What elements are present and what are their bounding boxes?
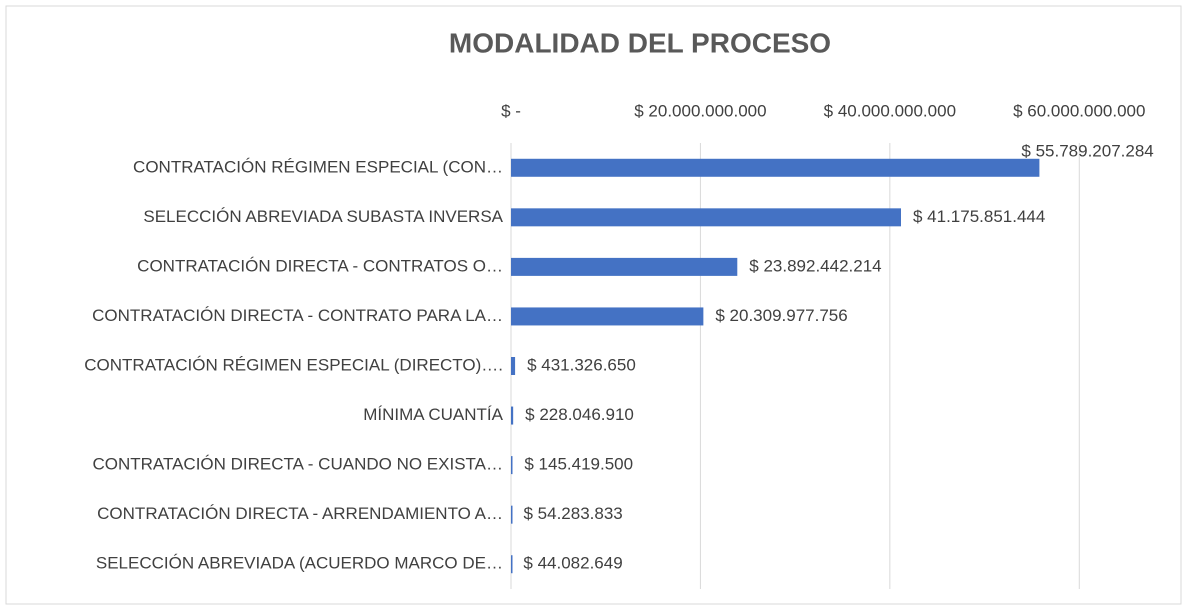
x-tick-label: $ 60.000.000.000 [1013,101,1145,120]
bar [511,406,514,425]
y-tick-label: CONTRATACIÓN DIRECTA - CONTRATO PARA LA… [92,306,503,325]
data-label: $ 54.283.833 [524,504,623,523]
x-tick-label: $ 40.000.000.000 [824,101,956,120]
data-label: $ 44.082.649 [523,554,622,573]
chart-frame [5,5,1182,605]
y-tick-label: CONTRATACIÓN DIRECTA - CONTRATOS O… [137,256,503,275]
x-tick-label: $ - [501,101,521,120]
chart-title: MODALIDAD DEL PROCESO [449,27,831,58]
data-label: $ 41.175.851.444 [913,207,1045,226]
y-tick-label: CONTRATACIÓN RÉGIMEN ESPECIAL (DIRECTO)…… [84,355,503,374]
y-tick-label: SELECCIÓN ABREVIADA (ACUERDO MARCO DE… [96,554,503,573]
y-tick-label: SELECCIÓN ABREVIADA SUBASTA INVERSA [143,207,503,226]
data-label: $ 228.046.910 [525,405,634,424]
y-tick-label: CONTRATACIÓN RÉGIMEN ESPECIAL (CON… [133,157,503,176]
data-label: $ 145.419.500 [524,455,633,474]
bar [511,158,1040,177]
bar [511,307,704,326]
data-label: $ 23.892.442.214 [749,256,881,275]
data-label: $ 20.309.977.756 [715,306,847,325]
data-label: $ 431.326.650 [527,355,636,374]
data-label: $ 55.789.207.284 [1021,141,1153,160]
bar [511,208,901,227]
y-tick-label: MÍNIMA CUANTÍA [363,405,503,424]
x-tick-label: $ 20.000.000.000 [634,101,766,120]
bar [511,257,738,276]
bar [511,357,516,375]
bar [511,456,513,475]
y-tick-label: CONTRATACIÓN DIRECTA - ARRENDAMIENTO A… [97,504,503,523]
bar [511,555,513,574]
y-tick-label: CONTRATACIÓN DIRECTA - CUANDO NO EXISTA… [92,455,503,474]
bar [511,505,513,524]
